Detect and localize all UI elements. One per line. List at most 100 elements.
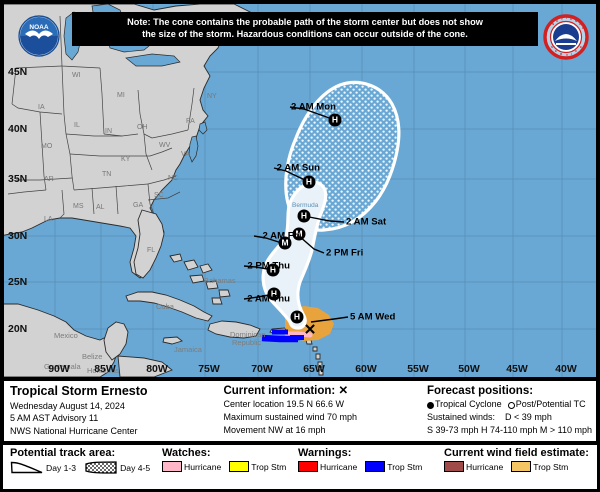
cuba-land	[125, 291, 213, 322]
forecast-position-marker[interactable]: H	[290, 310, 304, 324]
wind-field-hurricane: Hurricane	[444, 461, 503, 472]
svg-text:L: L	[582, 26, 584, 30]
lon-tick-65w: 65W	[303, 363, 325, 375]
current-center-marker[interactable]: ✕	[303, 321, 317, 339]
forecast-position-marker[interactable]: H	[302, 175, 316, 189]
post-potential-tc-label: Post/Potential TC	[515, 399, 586, 410]
forecast-position-marker[interactable]: H	[266, 263, 280, 277]
watch-hurricane-swatch	[162, 461, 182, 472]
svg-text:C: C	[575, 49, 578, 53]
lon-tick-80w: 80W	[146, 363, 168, 375]
lon-tick-60w: 60W	[355, 363, 377, 375]
hispaniola-land	[207, 320, 261, 339]
lon-tick-75w: 75W	[198, 363, 220, 375]
map-canvas[interactable]: H H H M M H H H ✕ 2 AM Mon 2 AM Sun 2 AM…	[4, 4, 596, 377]
forecast-position-marker[interactable]: H	[297, 209, 311, 223]
warnings-title: Warnings:	[298, 447, 352, 459]
disclaimer-line-1: Note: The cone contains the probable pat…	[127, 17, 483, 27]
day-4-5-label: Day 4-5	[120, 462, 151, 473]
forecast-time-label: 2 AM Fri	[262, 230, 301, 242]
legend-day-4-5: Day 4-5	[84, 461, 150, 474]
forecast-positions-column: Forecast positions: Tropical Cyclone Pos…	[421, 384, 596, 441]
coastal-watch-warning	[261, 329, 313, 343]
svg-text:E: E	[580, 45, 582, 49]
forecast-time-label: 2 AM Sat	[346, 216, 387, 228]
lat-tick-30n: 30N	[8, 230, 28, 242]
watch-hurricane: Hurricane	[162, 461, 221, 472]
svg-text:I: I	[566, 16, 567, 20]
lon-tick-85w: 85W	[94, 363, 116, 375]
potential-track-title: Potential track area:	[10, 447, 116, 459]
watches-title: Watches:	[162, 447, 211, 459]
warning-trop-stm-swatch	[365, 461, 386, 472]
map-panel[interactable]: H H H M M H H H ✕ 2 AM Mon 2 AM Sun 2 AM…	[0, 0, 600, 381]
lon-tick-90w: 90W	[48, 363, 70, 375]
lat-tick-20n: 20N	[8, 323, 28, 335]
day-1-3-label: Day 1-3	[46, 462, 77, 473]
lat-tick-35n: 35N	[8, 173, 28, 185]
svg-text:A: A	[579, 22, 582, 26]
watch-hurricane-label: Hurricane	[184, 461, 222, 472]
forecast-time-label: 2 AM Sun	[276, 162, 320, 174]
lon-tick-40w: 40W	[555, 363, 577, 375]
forecast-time-label: 2 PM Thu	[247, 260, 290, 272]
map-geometry	[4, 4, 596, 377]
sustained-winds-label: Sustained winds:	[426, 412, 496, 423]
storm-name: Tropical Storm Ernesto	[10, 384, 148, 398]
svg-text:V: V	[566, 53, 568, 57]
info-panel: Tropical Storm Ernesto Wednesday August …	[0, 381, 600, 444]
center-location: Center location 19.5 N 66.6 W	[223, 399, 345, 410]
watch-trop-stm: Trop Stm	[229, 461, 286, 472]
forecast-position-marker[interactable]: M	[292, 227, 306, 241]
forecast-time-label: 2 AM Mon	[291, 101, 336, 113]
jamaica-land	[162, 336, 183, 345]
watch-trop-stm-label: Trop Stm	[251, 461, 287, 472]
cone-stipple-icon	[85, 461, 117, 474]
legend-day-1-3: Day 1-3	[10, 461, 76, 474]
forecast-position-marker[interactable]: H	[267, 287, 281, 301]
max-sustained-wind: Maximum sustained wind 70 mph	[223, 412, 358, 423]
state-borders	[7, 15, 195, 219]
lat-tick-40n: 40N	[8, 123, 28, 135]
wind-field-trop-stm-swatch	[511, 461, 532, 472]
svg-text:N: N	[552, 22, 554, 26]
sustained-winds-key: Sustained winds: D < 39 mph	[427, 411, 592, 424]
cone-solid-icon	[10, 461, 43, 474]
forecast-time-label: 2 PM Fri	[326, 247, 364, 259]
cone-disclaimer-banner: Note: The cone contains the probable pat…	[72, 12, 538, 46]
warning-hurricane-swatch	[298, 461, 318, 472]
d-category-label: D < 39 mph	[505, 412, 552, 423]
legend-panel: Potential track area: Day 1-3	[0, 444, 600, 492]
svg-text:I: I	[571, 52, 572, 56]
storm-info-column: Tropical Storm Ernesto Wednesday August …	[4, 384, 217, 441]
wind-field-trop-stm-label: Trop Stm	[533, 461, 569, 472]
filled-circle-icon	[426, 401, 434, 409]
forecast-position-marker[interactable]: M	[278, 236, 292, 250]
watch-trop-stm-swatch	[229, 461, 250, 472]
legend-warnings: Warnings: Hurricane Trop Stm	[291, 447, 437, 472]
forecast-time-label: 2 AM Thu	[247, 293, 290, 305]
warning-hurricane: Hurricane	[298, 461, 357, 472]
noaa-logo-text: NOAA	[29, 24, 48, 31]
central-america-land	[4, 303, 173, 377]
legend-potential-track: Potential track area: Day 1-3	[3, 447, 155, 474]
lon-tick-45w: 45W	[506, 363, 528, 375]
lon-tick-55w: 55W	[407, 363, 429, 375]
forecast-position-marker[interactable]: H	[328, 113, 342, 127]
storm-movement: Movement NW at 16 mph	[223, 424, 326, 435]
lon-tick-50w: 50W	[458, 363, 480, 375]
svg-text:R: R	[560, 52, 563, 56]
warning-trop-stm: Trop Stm	[365, 461, 422, 472]
warning-hurricane-label: Hurricane	[320, 461, 358, 472]
warning-trop-stm-label: Trop Stm	[387, 461, 423, 472]
forecast-symbol-key: Tropical Cyclone Post/Potential TC	[426, 398, 592, 411]
bahamas-land	[169, 253, 231, 305]
current-info-heading-label: Current information:	[223, 385, 336, 397]
lat-tick-45n: 45N	[8, 66, 28, 78]
wind-field-title: Current wind field estimate:	[444, 447, 589, 459]
wind-scale-key: S 39-73 mph H 74-110 mph M > 110 mph	[426, 424, 592, 435]
legend-wind-field: Current wind field estimate: Hurricane T…	[437, 447, 597, 472]
current-info-heading: Current information: ✕	[223, 384, 417, 398]
